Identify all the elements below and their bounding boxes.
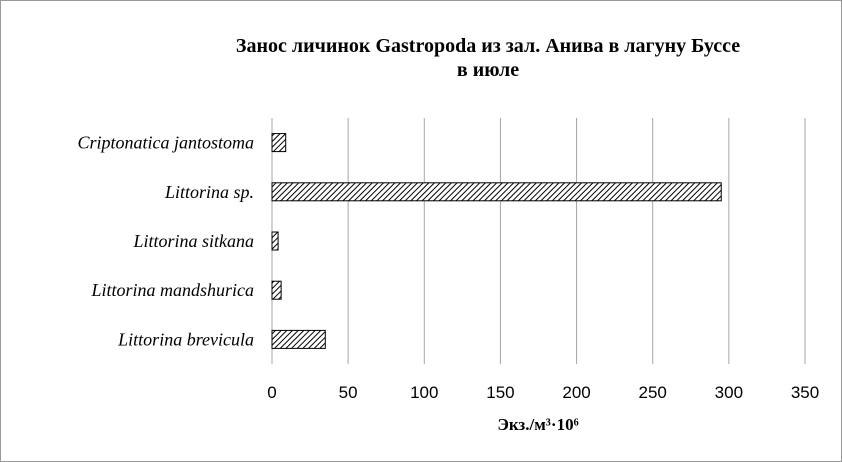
chart-title: Занос личинок Gastropoda из зал. Анива в…	[236, 35, 740, 57]
x-tick-label: 350	[791, 383, 819, 402]
x-tick-label: 300	[715, 383, 743, 402]
x-tick-label: 250	[639, 383, 667, 402]
x-tick-label: 100	[410, 383, 438, 402]
bar	[271, 280, 282, 300]
bar	[271, 133, 287, 153]
bar	[271, 231, 279, 251]
y-tick-label: Littorina brevicula	[117, 329, 254, 349]
y-tick-label: Littorina sitkana	[132, 231, 254, 251]
x-tick-label: 0	[267, 383, 276, 402]
y-tick-label: Criptonatica jantostoma	[77, 133, 254, 153]
bar	[271, 182, 722, 202]
x-tick-label: 50	[339, 383, 358, 402]
x-tick-label: 150	[486, 383, 514, 402]
bar	[271, 329, 326, 349]
x-axis-label: Экз./м³·10⁶	[497, 415, 578, 434]
chart-title: в июле	[457, 59, 519, 81]
y-tick-label: Littorina mandshurica	[90, 280, 254, 300]
y-tick-label: Littorina sp.	[164, 182, 254, 202]
x-tick-label: 200	[562, 383, 590, 402]
